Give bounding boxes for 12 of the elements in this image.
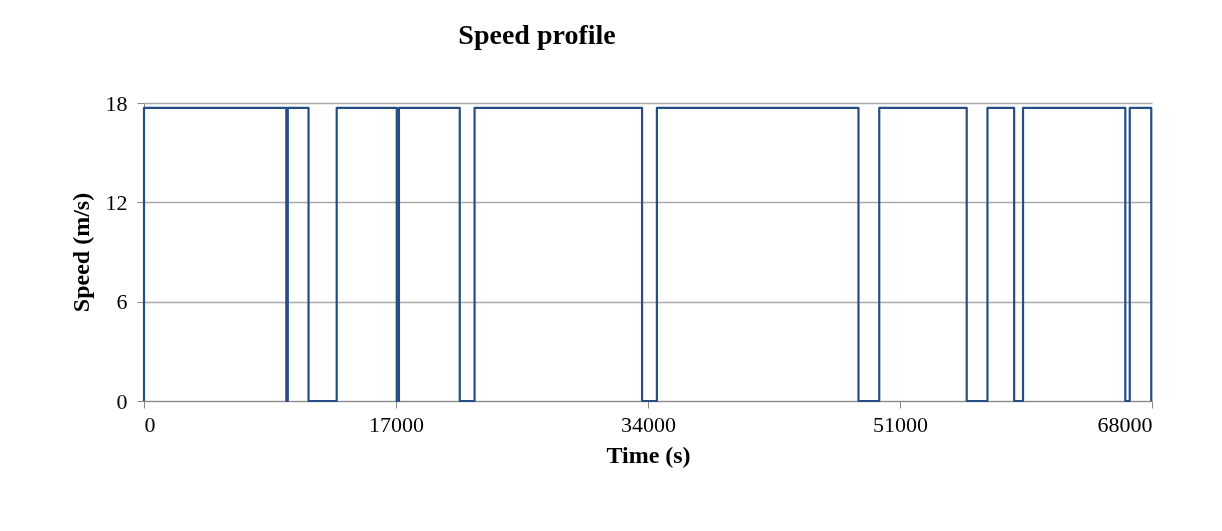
chart-title: Speed profile: [458, 19, 616, 50]
y-tick-label: 6: [116, 289, 128, 315]
y-tick-label: 18: [105, 90, 128, 116]
x-tick-label: 0: [144, 411, 156, 437]
x-tick-label: 17000: [369, 411, 424, 437]
y-axis-title: Speed (m/s): [67, 192, 94, 313]
x-tick-label: 51000: [873, 411, 928, 437]
y-tick-label: 12: [105, 189, 128, 215]
y-tick-label: 0: [116, 388, 128, 414]
x-tick-label: 68000: [1097, 411, 1153, 437]
x-tick-label: 34000: [621, 411, 676, 437]
x-axis-title: Time (s): [606, 441, 691, 468]
